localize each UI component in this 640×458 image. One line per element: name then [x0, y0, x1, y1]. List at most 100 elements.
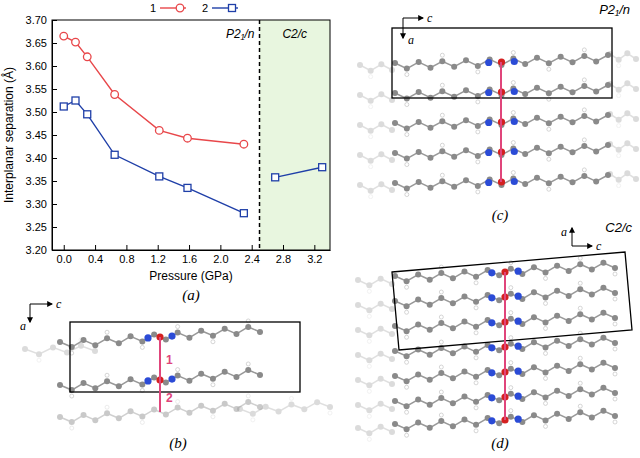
carbon	[186, 335, 192, 341]
molecule	[355, 401, 395, 419]
carbon	[577, 311, 583, 317]
carbon	[600, 335, 606, 341]
hydrogen	[176, 400, 180, 404]
carbon	[222, 401, 228, 407]
nitrogen	[511, 118, 518, 125]
hydrogen	[251, 418, 255, 422]
carbon	[534, 145, 540, 151]
carbon	[163, 337, 169, 343]
carbon	[531, 264, 537, 270]
bond	[358, 404, 392, 411]
carbon	[633, 146, 639, 152]
hydrogen	[328, 411, 332, 415]
carbon	[415, 372, 421, 378]
hydrogen	[509, 286, 513, 290]
axis-label: a	[20, 319, 26, 333]
carbon	[416, 179, 422, 185]
carbon	[558, 84, 564, 90]
carbon	[389, 187, 395, 193]
carbon	[546, 90, 552, 96]
hydrogen	[440, 143, 444, 147]
hydrogen	[211, 383, 215, 387]
carbon	[543, 294, 549, 300]
nitrogen	[485, 89, 492, 96]
carbon	[439, 88, 445, 94]
carbon	[546, 60, 552, 66]
carbon	[439, 148, 445, 154]
carbon	[473, 399, 479, 405]
x-tick: 0.4	[88, 245, 103, 265]
carbon	[593, 178, 599, 184]
molecule	[355, 376, 395, 394]
hydrogen	[439, 290, 443, 294]
carbon	[81, 412, 87, 418]
carbon	[128, 333, 134, 339]
nitrogen	[515, 393, 522, 400]
carbon	[461, 394, 467, 400]
carbon	[531, 364, 537, 370]
hydrogen	[405, 163, 409, 167]
carbon	[531, 339, 537, 345]
hydrogen	[544, 401, 548, 405]
carbon	[404, 156, 410, 162]
carbon	[404, 278, 410, 284]
axis-arrow	[30, 304, 31, 322]
hydrogen	[369, 105, 373, 109]
carbon	[116, 340, 122, 346]
panel-label: (a)	[182, 287, 200, 304]
carbon	[612, 340, 618, 346]
carbon	[392, 180, 398, 186]
axis-arrow	[572, 228, 573, 246]
transition-line	[259, 20, 261, 250]
carbon	[463, 87, 469, 93]
hydrogen	[511, 141, 515, 145]
panel-d: acC2/c(d)	[355, 220, 632, 452]
carbon	[508, 414, 514, 420]
carbon	[624, 80, 630, 86]
carbon	[593, 118, 599, 124]
axis-arrow	[403, 18, 423, 19]
carbon	[378, 121, 384, 127]
carbon	[198, 371, 204, 377]
carbon	[522, 91, 528, 97]
hydrogen	[369, 135, 373, 139]
hydrogen	[509, 386, 513, 390]
y-tick-mark	[52, 158, 57, 159]
hydrogen	[511, 111, 515, 115]
carbon	[534, 55, 540, 61]
hydrogen	[405, 193, 409, 197]
carbon	[589, 316, 595, 322]
carbon	[461, 369, 467, 375]
carbon	[368, 128, 374, 134]
carbon	[415, 272, 421, 278]
carbon	[357, 122, 363, 128]
carbon	[616, 177, 622, 183]
axis-arrow	[403, 18, 404, 38]
hydrogen	[440, 83, 444, 87]
x-tick-mark	[283, 245, 284, 250]
carbon	[245, 367, 251, 373]
carbon	[508, 316, 514, 322]
carbon	[81, 337, 87, 343]
molecule	[357, 121, 395, 138]
carbon	[392, 348, 398, 354]
nitrogen	[488, 344, 495, 351]
axis-label: c	[427, 11, 433, 25]
legend-item: 1	[150, 2, 186, 14]
carbon	[589, 266, 595, 272]
y-tick-label: 3.45	[26, 129, 47, 141]
y-tick-mark	[52, 181, 57, 182]
carbon	[366, 357, 372, 363]
carbon	[355, 327, 361, 333]
x-tick: 0.8	[119, 245, 134, 265]
carbon	[612, 365, 618, 371]
hydrogen	[439, 365, 443, 369]
y-tick-mark	[52, 66, 57, 67]
carbon	[438, 270, 444, 276]
hydrogen	[511, 81, 515, 85]
carbon	[389, 381, 395, 387]
x-axis: 0.00.40.81.21.62.02.42.83.2	[53, 245, 331, 265]
hydrogen	[37, 358, 41, 362]
x-tick-label: 1.6	[182, 253, 197, 265]
carbon	[378, 181, 384, 187]
